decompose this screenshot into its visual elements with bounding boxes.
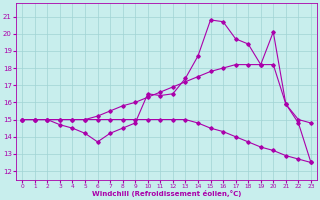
X-axis label: Windchill (Refroidissement éolien,°C): Windchill (Refroidissement éolien,°C): [92, 190, 241, 197]
